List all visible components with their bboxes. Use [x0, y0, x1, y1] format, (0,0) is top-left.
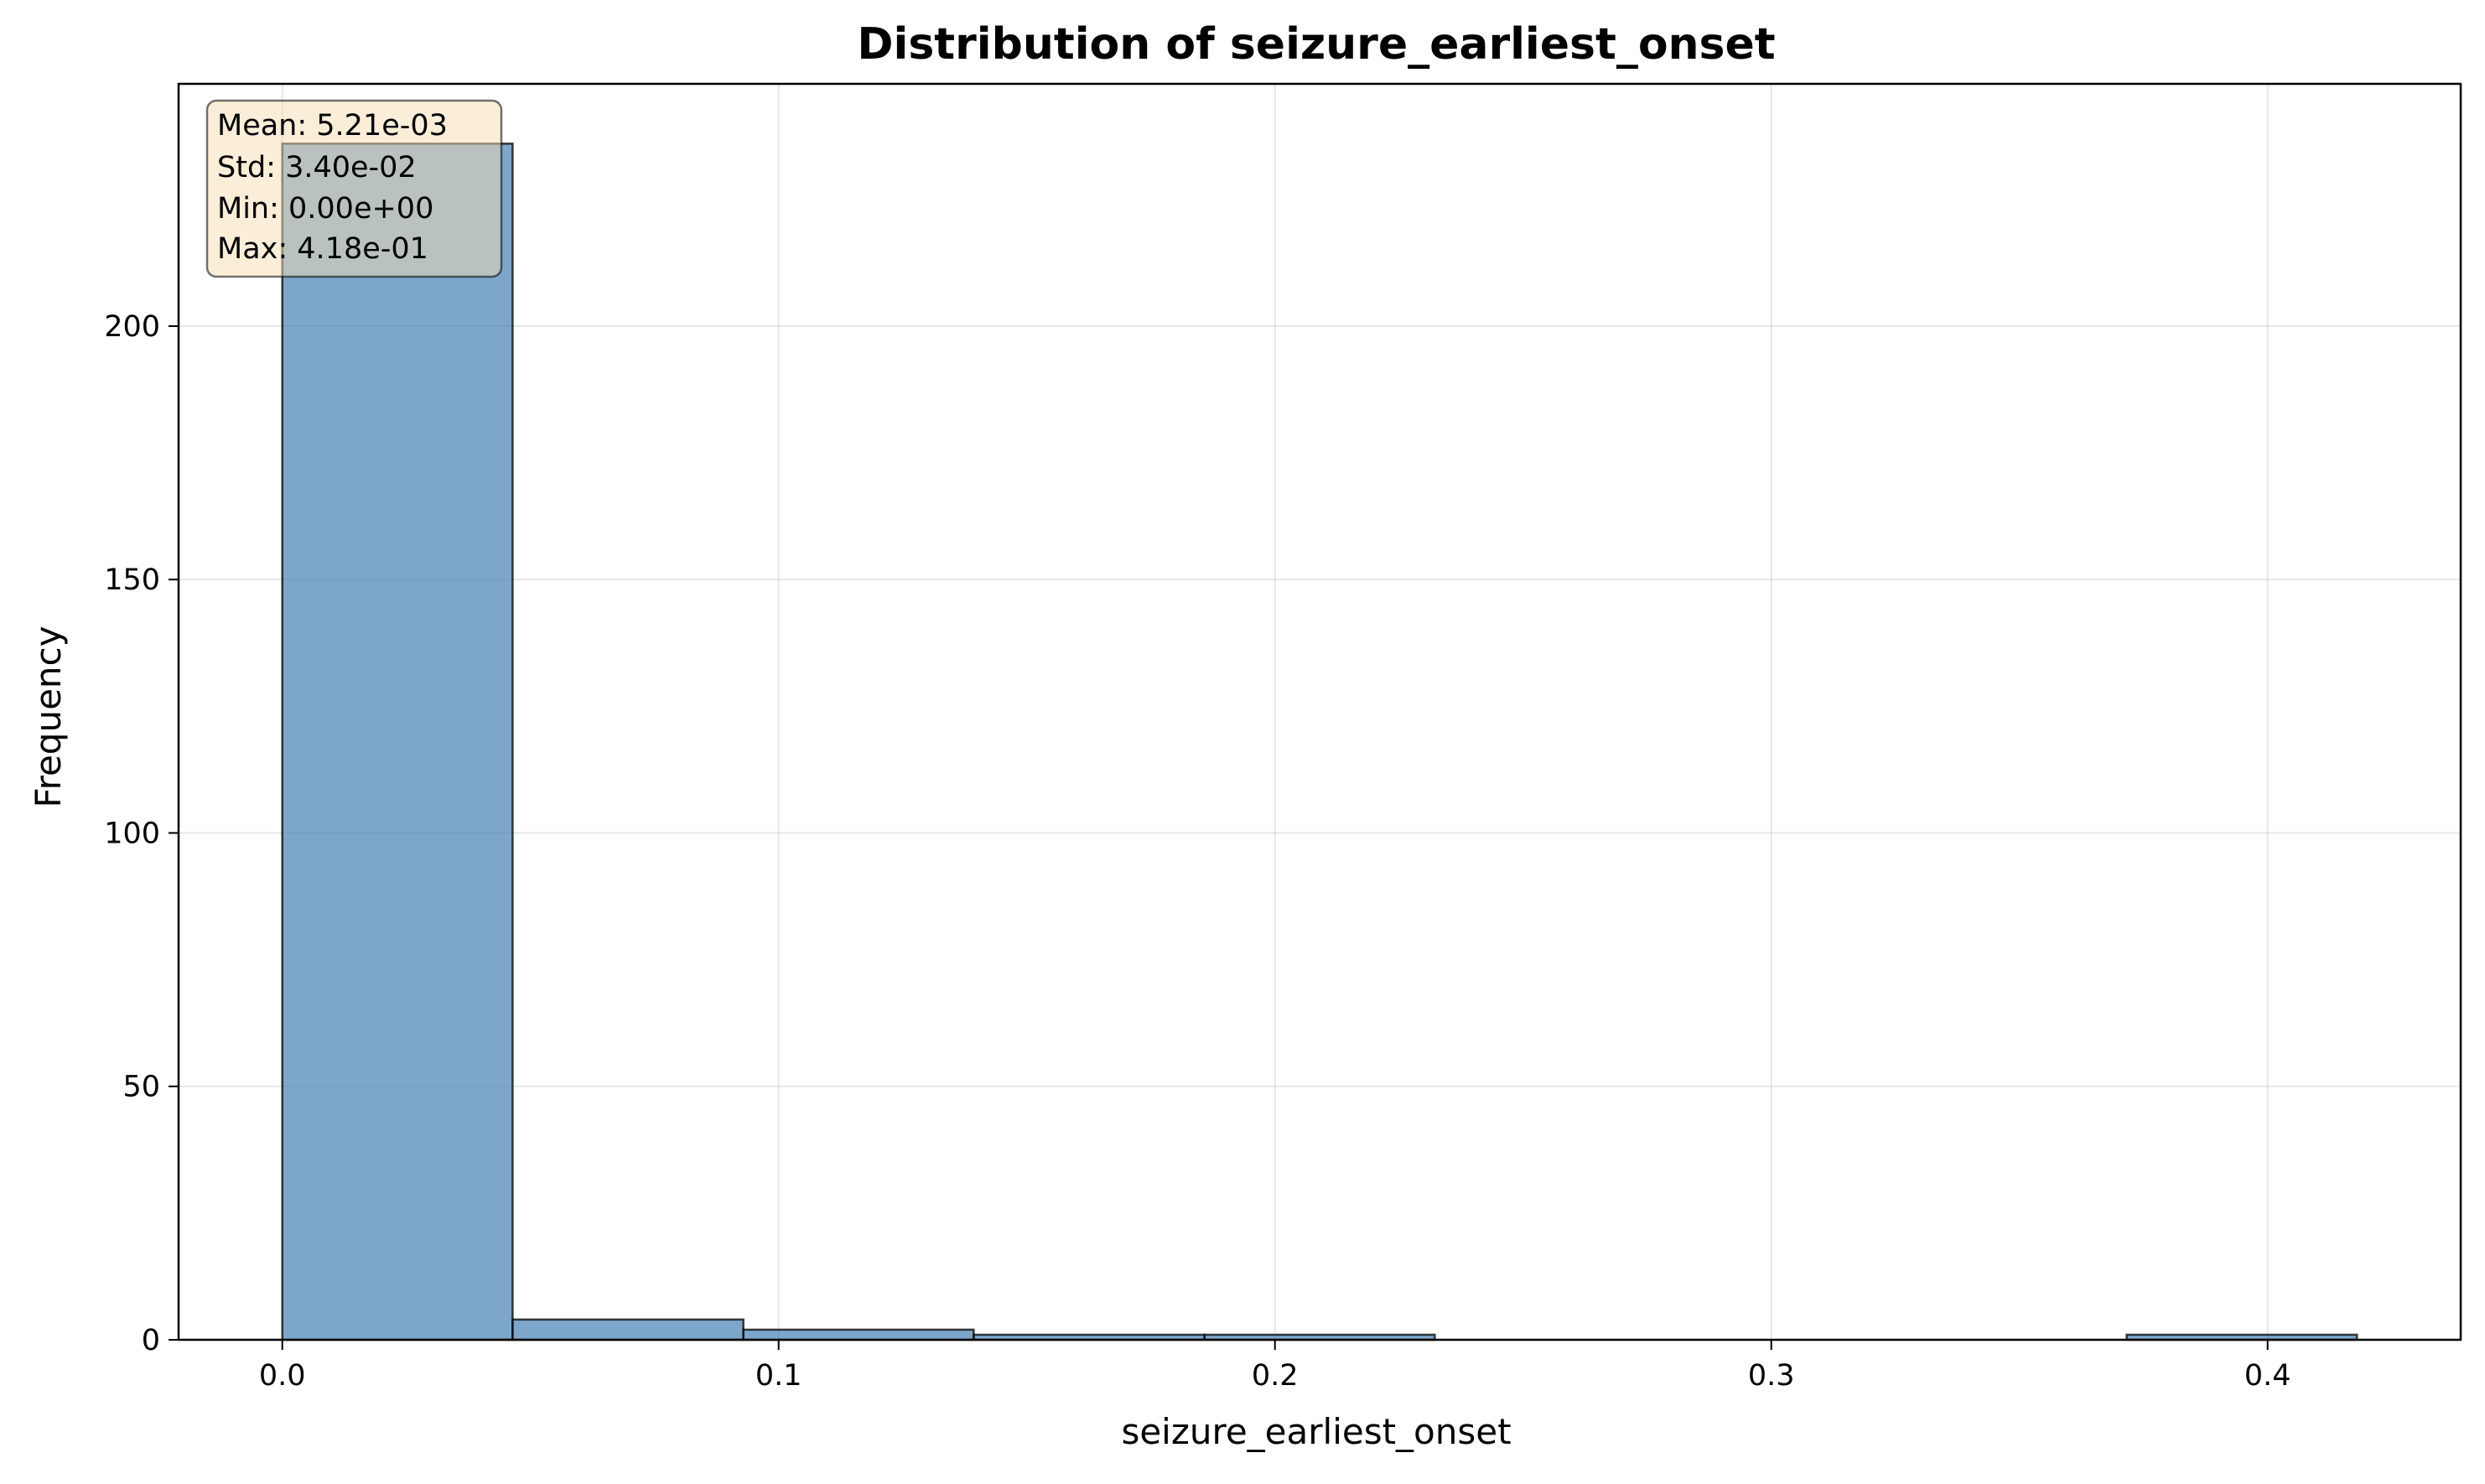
- y-tick-label: 150: [104, 563, 160, 597]
- y-axis-label: Frequency: [28, 626, 69, 808]
- axis-ticks: 0.0 0.1 0.2 0.3 0.4 0 50 100 150 200: [104, 310, 2290, 1393]
- histogram-bars: [281, 143, 2358, 1341]
- stats-max: Max: 4.18e-01: [217, 232, 428, 266]
- stats-mean: Mean: 5.21e-03: [217, 109, 448, 143]
- x-tick-label: 0.1: [755, 1359, 802, 1393]
- stats-min: Min: 0.00e+00: [217, 192, 433, 226]
- chart-title: Distribution of seizure_earliest_onset: [857, 19, 1775, 70]
- x-axis-label: seizure_earliest_onset: [1121, 1411, 1511, 1452]
- x-tick-label: 0.0: [259, 1359, 306, 1393]
- x-tick-label: 0.3: [1748, 1359, 1795, 1393]
- y-tick-label: 100: [104, 817, 160, 850]
- y-tick-label: 200: [104, 310, 160, 344]
- stats-annotation-box: Mean: 5.21e-03 Std: 3.40e-02 Min: 0.00e+…: [205, 99, 503, 278]
- histogram-bar: [281, 143, 514, 1341]
- y-tick-label: 50: [122, 1071, 160, 1104]
- stats-std: Std: 3.40e-02: [217, 151, 417, 184]
- y-tick-label: 0: [142, 1324, 160, 1357]
- x-tick-label: 0.2: [1252, 1359, 1299, 1393]
- stats-box-background: [205, 99, 503, 278]
- histogram-bar: [742, 1328, 975, 1341]
- plot-area-frame: [177, 82, 2462, 1341]
- x-tick-label: 0.4: [2244, 1359, 2291, 1393]
- histogram-bar: [511, 1318, 744, 1341]
